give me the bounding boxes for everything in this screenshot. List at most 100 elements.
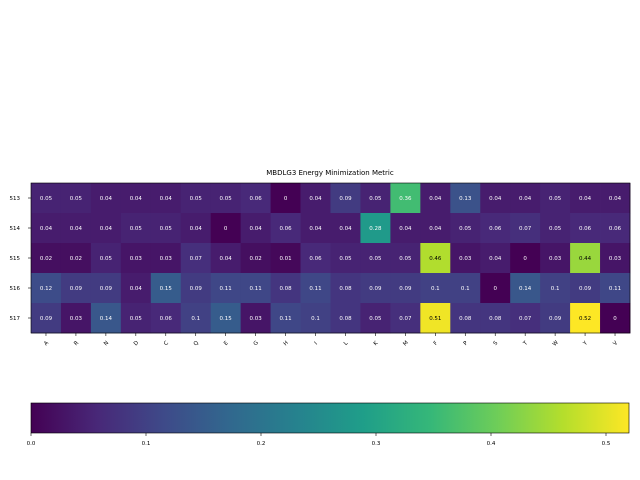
heatmap-cell bbox=[330, 273, 361, 304]
cell-value-label: 0.05 bbox=[190, 196, 203, 202]
heatmap-cell bbox=[150, 303, 182, 334]
heatmap-cell bbox=[210, 273, 242, 304]
heatmap-cell bbox=[570, 243, 601, 274]
x-tick-label: E bbox=[223, 340, 230, 347]
heatmap-cell bbox=[150, 213, 182, 244]
heatmap-cell bbox=[120, 183, 152, 214]
cell-value-label: 0 bbox=[523, 256, 527, 262]
cell-value-label: 0.09 bbox=[369, 286, 382, 292]
heatmap-cell bbox=[390, 183, 421, 214]
cell-value-label: 0.1 bbox=[431, 286, 440, 292]
heatmap-cell bbox=[420, 213, 451, 244]
heatmap-cell bbox=[300, 183, 331, 214]
cell-value-label: 0.06 bbox=[160, 316, 173, 322]
cell-value-label: 0.14 bbox=[519, 286, 532, 292]
cell-value-label: 0.04 bbox=[489, 196, 502, 202]
heatmap-cell bbox=[450, 183, 481, 214]
heatmap-cell bbox=[240, 243, 271, 274]
cell-value-label: 0.15 bbox=[160, 286, 173, 292]
heatmap-cell bbox=[60, 273, 92, 304]
heatmap-cell bbox=[390, 213, 421, 244]
cell-value-label: 0.07 bbox=[190, 256, 203, 262]
cell-value-label: 0.44 bbox=[579, 256, 592, 262]
x-tick-label: M bbox=[402, 340, 410, 348]
heatmap-cell bbox=[270, 243, 301, 274]
cell-value-label: 0.52 bbox=[579, 316, 591, 322]
x-tick-label: W bbox=[552, 339, 560, 347]
heatmap-cell bbox=[60, 303, 92, 334]
x-tick-label: C bbox=[163, 340, 170, 347]
cell-value-label: 0.04 bbox=[429, 226, 442, 232]
heatmap-cell bbox=[510, 303, 541, 334]
heatmap-cell bbox=[480, 273, 511, 304]
colorbar-tick-label: 0.5 bbox=[602, 441, 611, 447]
heatmap-cell bbox=[180, 183, 212, 214]
cell-value-label: 0 bbox=[493, 286, 497, 292]
cell-value-label: 0.05 bbox=[369, 256, 382, 262]
colorbar-tick-label: 0.0 bbox=[27, 441, 36, 447]
cell-value-label: 0.06 bbox=[579, 226, 592, 232]
heatmap-cell bbox=[360, 213, 391, 244]
heatmap-cell bbox=[330, 183, 361, 214]
heatmap-cell bbox=[420, 273, 451, 304]
cell-value-label: 0.05 bbox=[130, 226, 143, 232]
y-tick-label: 517 bbox=[10, 316, 21, 322]
cell-value-label: 0.51 bbox=[429, 316, 441, 322]
x-tick-label: V bbox=[612, 340, 619, 347]
heatmap-cell bbox=[570, 213, 601, 244]
heatmap-cell bbox=[420, 303, 451, 334]
cell-value-label: 0.08 bbox=[459, 316, 472, 322]
cell-value-label: 0.02 bbox=[40, 256, 52, 262]
heatmap-cell bbox=[360, 183, 391, 214]
cell-value-label: 0.03 bbox=[459, 256, 472, 262]
heatmap-cell bbox=[180, 273, 212, 304]
heatmap-cell bbox=[540, 183, 571, 214]
heatmap-cell bbox=[360, 303, 391, 334]
x-tick-label: F bbox=[433, 340, 439, 346]
heatmap-cell bbox=[150, 273, 182, 304]
cell-value-label: 0.11 bbox=[609, 286, 621, 292]
cell-value-label: 0.04 bbox=[309, 196, 322, 202]
cell-value-label: 0 bbox=[284, 196, 288, 202]
cell-value-label: 0.11 bbox=[279, 316, 291, 322]
heatmap-cell bbox=[90, 303, 122, 334]
colorbar-tick-label: 0.2 bbox=[257, 441, 266, 447]
heatmap-cell bbox=[31, 213, 62, 244]
cell-value-label: 0.04 bbox=[579, 196, 592, 202]
cell-value-label: 0.36 bbox=[399, 196, 412, 202]
x-tick-label: R bbox=[73, 340, 80, 347]
heatmap-cell bbox=[240, 303, 271, 334]
heatmap-cell bbox=[90, 273, 122, 304]
heatmap-cell bbox=[240, 273, 271, 304]
cell-value-label: 0.05 bbox=[549, 226, 562, 232]
heatmap-cell bbox=[540, 303, 571, 334]
heatmap-cell bbox=[570, 273, 601, 304]
cell-value-label: 0.09 bbox=[40, 316, 53, 322]
heatmap-cell bbox=[300, 303, 331, 334]
heatmap-cell bbox=[60, 213, 92, 244]
colorbar-tick-label: 0.3 bbox=[372, 441, 381, 447]
cell-value-label: 0.09 bbox=[70, 286, 83, 292]
cell-value-label: 0.05 bbox=[339, 256, 352, 262]
colorbar-gradient bbox=[30, 402, 630, 434]
heatmap-cell bbox=[360, 243, 391, 274]
x-tick-label: G bbox=[253, 340, 260, 347]
cell-value-label: 0.46 bbox=[429, 256, 442, 262]
heatmap-cell bbox=[600, 303, 631, 334]
cell-value-label: 0.04 bbox=[70, 226, 83, 232]
x-tick-label: I bbox=[314, 341, 320, 347]
cell-value-label: 0.04 bbox=[489, 256, 502, 262]
heatmap-cell bbox=[90, 183, 122, 214]
cell-value-label: 0.02 bbox=[250, 256, 262, 262]
y-tick-label: 514 bbox=[10, 226, 21, 232]
cell-value-label: 0.09 bbox=[339, 196, 352, 202]
heatmap-cell bbox=[480, 243, 511, 274]
cell-value-label: 0.06 bbox=[489, 226, 502, 232]
heatmap-cell bbox=[90, 243, 122, 274]
x-tick-label: S bbox=[493, 340, 500, 347]
cell-value-label: 0.05 bbox=[70, 196, 83, 202]
cell-value-label: 0.12 bbox=[40, 286, 52, 292]
x-tick-label: N bbox=[103, 340, 110, 347]
heatmap-cell bbox=[31, 243, 62, 274]
